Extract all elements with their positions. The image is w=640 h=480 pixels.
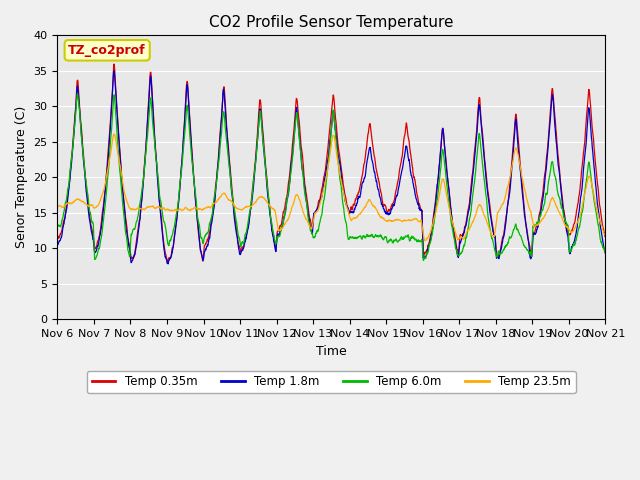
Temp 23.5m: [54, 204, 61, 210]
Temp 23.5m: [421, 238, 429, 243]
Temp 0.35m: [306, 217, 314, 223]
Temp 1.8m: [164, 261, 172, 267]
Temp 1.8m: [110, 68, 118, 74]
Temp 23.5m: [602, 232, 609, 238]
Temp 1.8m: [306, 222, 314, 228]
Line: Temp 1.8m: Temp 1.8m: [58, 71, 605, 264]
Legend: Temp 0.35m, Temp 1.8m, Temp 6.0m, Temp 23.5m: Temp 0.35m, Temp 1.8m, Temp 6.0m, Temp 2…: [87, 371, 575, 393]
Temp 0.35m: [321, 172, 328, 178]
Temp 23.5m: [586, 174, 594, 180]
Temp 0.35m: [54, 233, 61, 239]
Y-axis label: Senor Temperature (C): Senor Temperature (C): [15, 106, 28, 249]
Temp 23.5m: [586, 174, 593, 180]
Temp 0.35m: [110, 61, 118, 67]
Temp 6.0m: [586, 165, 594, 171]
Temp 0.35m: [586, 96, 594, 101]
Temp 23.5m: [81, 201, 89, 206]
Line: Temp 0.35m: Temp 0.35m: [58, 64, 605, 262]
Temp 6.0m: [74, 91, 81, 97]
Temp 1.8m: [321, 178, 328, 183]
Temp 23.5m: [306, 224, 314, 229]
Text: TZ_co2prof: TZ_co2prof: [68, 44, 146, 57]
Temp 23.5m: [320, 184, 328, 190]
Temp 23.5m: [486, 226, 493, 232]
Temp 6.0m: [320, 197, 328, 203]
Temp 6.0m: [419, 257, 427, 263]
Temp 0.35m: [586, 93, 593, 98]
Title: CO2 Profile Sensor Temperature: CO2 Profile Sensor Temperature: [209, 15, 454, 30]
Temp 1.8m: [81, 177, 89, 183]
Line: Temp 23.5m: Temp 23.5m: [58, 134, 605, 240]
Temp 1.8m: [602, 251, 609, 256]
Temp 6.0m: [602, 249, 609, 254]
Temp 1.8m: [54, 241, 61, 247]
Temp 6.0m: [82, 175, 90, 181]
Temp 6.0m: [54, 224, 61, 230]
Temp 6.0m: [306, 222, 314, 228]
Temp 6.0m: [486, 222, 493, 228]
Temp 0.35m: [81, 175, 89, 180]
Temp 0.35m: [486, 199, 493, 204]
Temp 1.8m: [486, 204, 493, 209]
Temp 23.5m: [110, 131, 118, 137]
Temp 0.35m: [164, 259, 172, 265]
Line: Temp 6.0m: Temp 6.0m: [58, 94, 605, 260]
Temp 1.8m: [586, 111, 593, 117]
X-axis label: Time: Time: [316, 345, 347, 358]
Temp 6.0m: [586, 163, 593, 169]
Temp 0.35m: [602, 233, 609, 239]
Temp 1.8m: [586, 114, 594, 120]
